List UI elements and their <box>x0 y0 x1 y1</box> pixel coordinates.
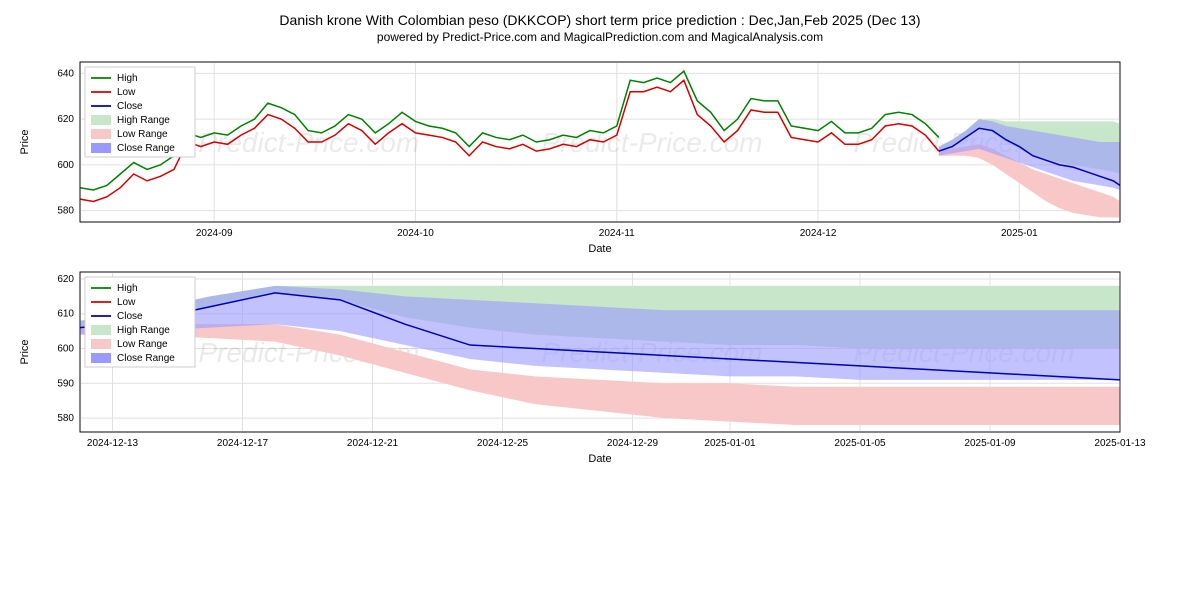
x-axis-label: Date <box>588 243 611 255</box>
xtick-label: 2024-09 <box>196 228 233 239</box>
chart-title: Danish krone With Colombian peso (DKKCOP… <box>10 12 1190 28</box>
legend-label: Low Range <box>117 339 168 350</box>
legend-label: Close Range <box>117 353 175 364</box>
legend-swatch-patch <box>91 325 111 335</box>
xtick-label: 2024-12 <box>800 228 837 239</box>
xtick-label: 2024-12-25 <box>477 438 529 449</box>
ytick-label: 580 <box>57 206 74 217</box>
legend-label: Close Range <box>117 143 175 154</box>
top-chart: 580 600 620 640 2024-09 2024-10 2024-11 2024-12… <box>10 52 1150 262</box>
y-axis-label: Price <box>19 339 31 364</box>
legend-label: Low <box>117 87 136 98</box>
legend-label: High Range <box>117 325 170 336</box>
legend-label: High <box>117 73 138 84</box>
xtick-label: 2024-11 <box>599 228 635 239</box>
xtick-label: 2025-01 <box>1001 228 1038 239</box>
legend-label: High <box>117 283 138 294</box>
ytick-label: 580 <box>57 413 74 424</box>
ytick-label: 600 <box>57 160 74 171</box>
x-axis-label: Date <box>588 453 611 465</box>
legend-label: Close <box>117 311 143 322</box>
xtick-label: 2024-10 <box>397 228 434 239</box>
legend-swatch-patch <box>91 129 111 139</box>
xtick-label: 2024-12-13 <box>87 438 139 449</box>
bottom-chart: 580 590 600 610 620 2024-12-13 2024-12-17 2024-… <box>10 262 1150 472</box>
xtick-label: 2025-01-05 <box>834 438 886 449</box>
ytick-label: 600 <box>57 344 74 355</box>
ytick-label: 620 <box>57 274 74 285</box>
y-axis-label: Price <box>19 129 31 154</box>
legend-label: Low Range <box>117 129 168 140</box>
legend-label: Close <box>117 101 143 112</box>
legend-swatch-patch <box>91 115 111 125</box>
ytick-label: 640 <box>57 68 74 79</box>
xtick-label: 2025-01-09 <box>964 438 1016 449</box>
xtick-label: 2025-01-01 <box>704 438 756 449</box>
xtick-label: 2024-12-21 <box>347 438 399 449</box>
legend-label: High Range <box>117 115 170 126</box>
ytick-label: 610 <box>57 309 74 320</box>
ytick-label: 590 <box>57 378 74 389</box>
xtick-label: 2024-12-29 <box>607 438 659 449</box>
legend-label: Low <box>117 297 136 308</box>
xtick-label: 2025-01-13 <box>1094 438 1146 449</box>
legend-swatch-patch <box>91 339 111 349</box>
watermark: Predict-Price.com <box>542 127 763 158</box>
legend-swatch-patch <box>91 353 111 363</box>
ytick-label: 620 <box>57 114 74 125</box>
chart-subtitle: powered by Predict-Price.com and Magical… <box>10 30 1190 44</box>
xtick-label: 2024-12-17 <box>217 438 269 449</box>
legend-swatch-patch <box>91 143 111 153</box>
